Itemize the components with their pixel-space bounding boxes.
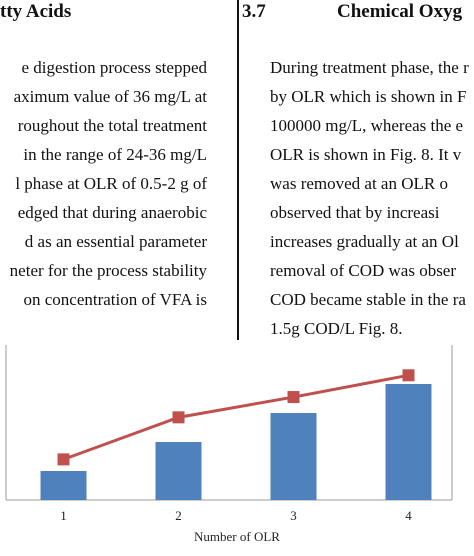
bar [40,471,87,500]
bar [385,384,432,500]
text-line: During treatment phase, the r [270,58,469,77]
section-heading: tty Acids [0,1,72,22]
bar [270,413,317,500]
text-line: observed that by increasi [270,203,440,222]
text-line: d as an essential parameter [24,232,207,251]
text-line: 100000 mg/L, whereas the e [270,116,464,135]
text-line: neter for the process stability [9,261,207,280]
text-line: removal of COD was obser [270,261,457,280]
text-line: roughout the total treatment [17,116,207,135]
text-line: COD became stable in the ra [270,290,466,309]
x-axis-label: Number of OLR [194,529,280,544]
text-line: edged that during anaerobic [17,203,207,222]
x-tick-label: 4 [405,508,412,523]
text-line: e digestion process stepped [21,58,207,77]
text-line: on concentration of VFA is [23,290,207,309]
text-line: 1.5g COD/L Fig. 8. [270,319,403,338]
x-tick-label: 1 [60,508,67,523]
left-column: tty Acids e digestion process stepped axi… [0,0,207,340]
x-tick-label: 2 [175,508,182,523]
line-series [62,373,409,461]
line-marker [402,369,415,382]
line-marker [172,411,185,424]
section-heading: Chemical Oxyg [337,1,463,22]
text-line: aximum value of 36 mg/L at [13,87,207,106]
text-line: by OLR which is shown in F [270,87,467,106]
column-divider [237,0,239,340]
text-line: in the range of 24-36 mg/L [23,145,207,164]
bar [155,442,202,500]
x-tick-label: 3 [290,508,297,523]
text-line: l phase at OLR of 0.5-2 g of [15,174,207,193]
line-marker [287,391,300,404]
text-line: was removed at an OLR o [270,174,448,193]
text-line: OLR is shown in Fig. 8. It v [270,145,462,164]
right-column: 3.7 Chemical Oxyg During treatment phase… [242,0,474,345]
section-number: 3.7 [242,1,266,22]
text-line: increases gradually at an Ol [270,232,459,251]
line-marker [57,453,70,466]
